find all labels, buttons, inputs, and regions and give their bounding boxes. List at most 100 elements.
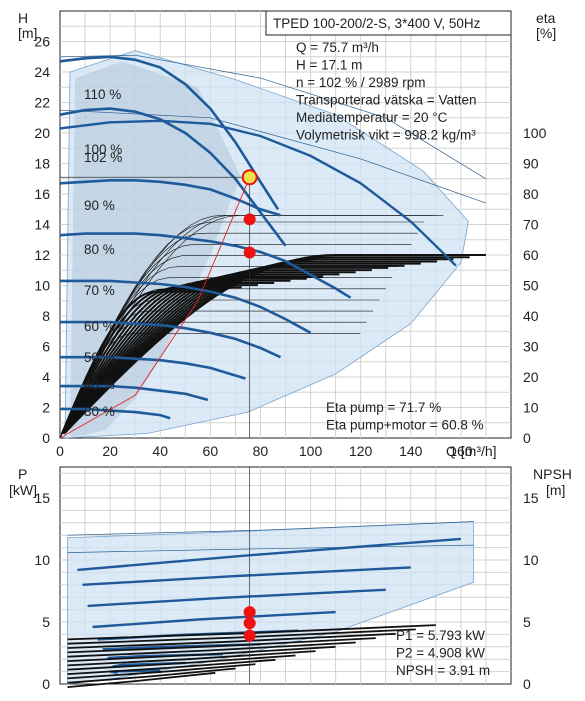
eta-motor-curve — [61, 279, 291, 435]
power-marker — [243, 617, 256, 630]
eta-motor-curve — [63, 266, 389, 434]
system-curve — [59, 177, 251, 439]
head-y2-tick: 20 — [523, 369, 539, 385]
eta-curve — [59, 299, 380, 439]
head-y2-tick: 10 — [523, 400, 539, 416]
operating-point-marker — [241, 169, 258, 186]
head-y-tick: 0 — [42, 430, 50, 446]
power-y2-tick: 10 — [523, 552, 539, 568]
head-y-tick: 24 — [34, 64, 50, 80]
eta-curve — [59, 321, 367, 439]
head-x-tick: 140 — [399, 443, 423, 459]
info-line: n = 102 % / 2989 rpm — [296, 75, 425, 90]
eta-curve — [59, 221, 425, 439]
power-envelope-line — [67, 544, 474, 553]
head-y2-tick: 70 — [523, 217, 539, 233]
head-x-tick: 80 — [253, 443, 269, 459]
info-line: H = 17.1 m — [296, 58, 362, 73]
speed-curve — [60, 407, 171, 420]
head-y-label: H — [18, 10, 28, 26]
info-line: Mediatemperatur = 20 °C — [296, 110, 448, 125]
head-y2-tick: 30 — [523, 339, 539, 355]
eta-motor-curve — [63, 264, 405, 434]
chart-title: TPED 100-200/2-S, 3*400 V, 50Hz — [273, 16, 481, 31]
head-x-tick: 40 — [152, 443, 168, 459]
power-y2-tick: 15 — [523, 490, 539, 506]
head-y2-tick: 50 — [523, 278, 539, 294]
npsh-curve — [67, 654, 296, 671]
head-y-tick: 12 — [34, 247, 50, 263]
power-curve — [87, 588, 386, 608]
speed-curve — [59, 119, 457, 267]
info-line: Transporterad vätska = Vatten — [296, 93, 476, 108]
head-y-tick: 4 — [42, 369, 50, 385]
speed-curve-label: 60 % — [84, 319, 115, 334]
npsh-curve — [67, 667, 236, 684]
speed-curve-label: 30 % — [84, 404, 115, 419]
eta-motor-curve — [62, 269, 372, 434]
head-x-tick: 60 — [203, 443, 219, 459]
power-readout: NPSH = 3.91 m — [396, 663, 490, 678]
title-box — [265, 10, 512, 36]
power-y-unit: [kW] — [9, 482, 37, 498]
speed-curve-label: 40 % — [84, 377, 115, 392]
speed-curve — [59, 55, 280, 211]
eta-motor-curve — [62, 275, 324, 434]
head-y-tick: 16 — [34, 186, 50, 202]
head-y-tick: 22 — [34, 95, 50, 111]
power-y-tick: 10 — [34, 552, 50, 568]
head-y2-tick: 90 — [523, 156, 539, 172]
npsh-curve — [67, 658, 276, 675]
eta-marker — [243, 213, 256, 226]
power-readout: P2 = 4.908 kW — [396, 646, 485, 661]
eta-motor-curve — [63, 260, 438, 434]
npsh-curve — [67, 637, 376, 654]
npsh-curve — [67, 671, 216, 688]
head-inner-region — [70, 61, 241, 439]
power-y2-unit: [m] — [546, 482, 565, 498]
head-y2-tick: 100 — [523, 125, 547, 141]
eta-motor-curve — [62, 273, 340, 434]
npsh-curve — [67, 650, 316, 667]
power-y2-label: NPSH — [533, 466, 572, 482]
speed-curve-label: 100 % — [84, 142, 122, 157]
power-marker — [243, 629, 256, 642]
speed-curve-label: 90 % — [84, 198, 115, 213]
head-x-label: Q [m³/h] — [446, 443, 497, 459]
eta-readout: Eta pump = 71.7 % — [326, 400, 441, 415]
head-y-unit: [m] — [18, 25, 37, 41]
head-y2-tick: 60 — [523, 247, 539, 263]
power-y-tick: 15 — [34, 490, 50, 506]
power-y2-tick: 5 — [523, 614, 531, 630]
head-y-tick: 18 — [34, 156, 50, 172]
head-y-tick: 2 — [42, 400, 50, 416]
speed-curve-label: 102 % — [84, 150, 122, 165]
head-x-tick: 20 — [102, 443, 118, 459]
head-y2-tick: 0 — [523, 430, 531, 446]
power-y-tick: 0 — [42, 676, 50, 692]
speed-curve — [59, 107, 287, 247]
speed-curve-label: 70 % — [84, 283, 115, 298]
eta-motor-curve — [63, 258, 454, 434]
power-y2-tick: 0 — [523, 676, 531, 692]
eta-marker — [243, 246, 256, 259]
speed-curve-label: 80 % — [84, 242, 115, 257]
head-y-tick: 8 — [42, 308, 50, 324]
head-y2-tick: 80 — [523, 186, 539, 202]
speed-curve — [60, 279, 312, 334]
eta-motor-curve — [63, 262, 421, 434]
speed-curve-label: 50 % — [84, 350, 115, 365]
npsh-curve — [67, 663, 256, 680]
speed-curve — [60, 355, 246, 380]
power-y-tick: 5 — [42, 614, 50, 630]
head-y-tick: 20 — [34, 125, 50, 141]
speed-curve — [59, 232, 352, 299]
power-readout: P1 = 5.793 kW — [396, 628, 485, 643]
eta-readout: Eta pump+motor = 60.8 % — [326, 418, 484, 433]
speed-curve — [59, 179, 281, 217]
power-marker — [243, 606, 256, 619]
head-y2-unit: [%] — [536, 25, 556, 41]
speed-curve — [60, 320, 282, 359]
